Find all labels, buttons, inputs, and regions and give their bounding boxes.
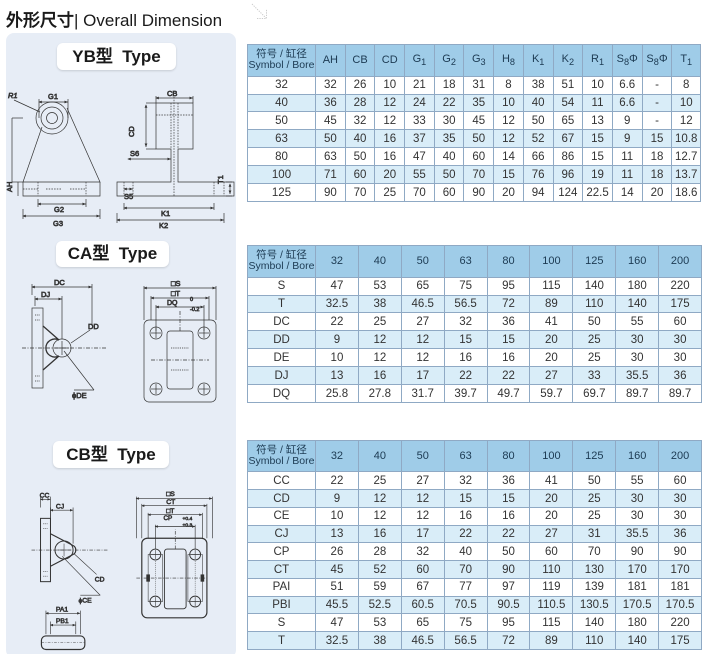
svg-text:DQ: DQ <box>167 300 178 307</box>
svg-text:ϕDE: ϕDE <box>72 391 87 400</box>
svg-text:G2: G2 <box>54 205 64 214</box>
svg-text:CD: CD <box>127 126 136 137</box>
svg-text:□T: □T <box>166 508 174 515</box>
svg-text:□T: □T <box>171 289 181 298</box>
svg-text:CB: CB <box>167 89 177 98</box>
svg-text:PB1: PB1 <box>56 618 69 625</box>
svg-text:PA1: PA1 <box>56 607 69 614</box>
svg-text:□S: □S <box>166 491 175 498</box>
svg-text:DC: DC <box>54 278 65 287</box>
svg-text:K2: K2 <box>159 221 168 230</box>
svg-text:R1: R1 <box>8 91 18 100</box>
svg-text:+0.4: +0.4 <box>182 516 192 522</box>
svg-text:CC: CC <box>40 493 50 500</box>
svg-text:DD: DD <box>88 322 99 331</box>
svg-text:CJ: CJ <box>56 503 64 510</box>
svg-text:S5: S5 <box>124 192 133 201</box>
svg-text:+0.3: +0.3 <box>182 523 192 529</box>
svg-text:G3: G3 <box>53 219 63 228</box>
svg-text:K1: K1 <box>161 209 170 218</box>
svg-text:CT: CT <box>166 499 175 506</box>
svg-text:DJ: DJ <box>41 290 50 299</box>
svg-text:T1: T1 <box>216 175 225 184</box>
svg-text:S6: S6 <box>130 149 139 158</box>
svg-text:AH: AH <box>6 182 14 192</box>
svg-text:ϕCE: ϕCE <box>78 597 92 604</box>
svg-text:-0.2: -0.2 <box>190 307 199 313</box>
svg-text:G1: G1 <box>48 92 58 101</box>
svg-text:CP: CP <box>164 515 173 522</box>
svg-text:CD: CD <box>95 577 105 584</box>
svg-text:□S: □S <box>171 279 181 288</box>
